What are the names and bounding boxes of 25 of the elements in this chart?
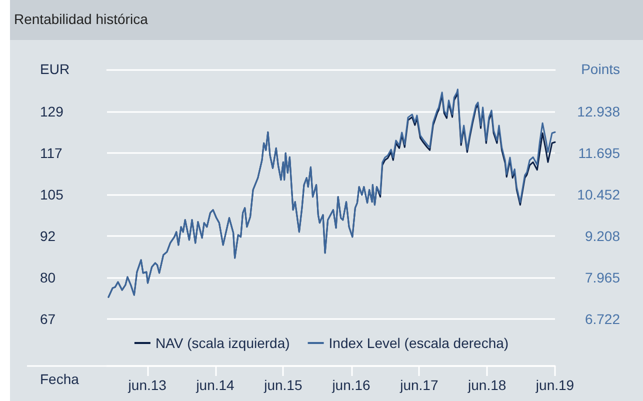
y2-axis-title: Points	[581, 61, 620, 77]
x-tick-label: jun.19	[534, 377, 574, 393]
y-tick-label: 105	[40, 186, 64, 202]
x-tick-label: jun.14	[195, 377, 235, 393]
y-axis-title: EUR	[40, 61, 70, 77]
y2-tick-label: 7.965	[584, 270, 620, 286]
x-axis-title: Fecha	[40, 371, 80, 387]
x-tick-label: jun.13	[127, 377, 167, 393]
chart-title: Rentabilidad histórica	[14, 11, 148, 27]
x-tick-label: jun.16	[331, 377, 371, 393]
y-tick-label: 67	[40, 311, 56, 327]
y2-tick-label: 9.208	[584, 228, 620, 244]
y2-tick-label: 6.722	[584, 311, 620, 327]
x-tick-label: jun.15	[263, 377, 302, 393]
legend-label: NAV (scala izquierda)	[155, 335, 290, 351]
x-tick-label: jun.17	[399, 377, 438, 393]
y-tick-label: 129	[40, 103, 64, 120]
y-tick-label: 92	[40, 228, 56, 244]
legend-label: Index Level (escala derecha)	[328, 335, 509, 351]
y2-tick-label: 10.452	[577, 186, 620, 202]
y2-tick-label: 11.695	[578, 144, 620, 161]
y-tick-label: 117	[40, 144, 63, 161]
x-tick-label: jun.18	[467, 377, 506, 393]
y-tick-label: 80	[40, 270, 56, 286]
y2-tick-label: 12.938	[577, 103, 620, 120]
